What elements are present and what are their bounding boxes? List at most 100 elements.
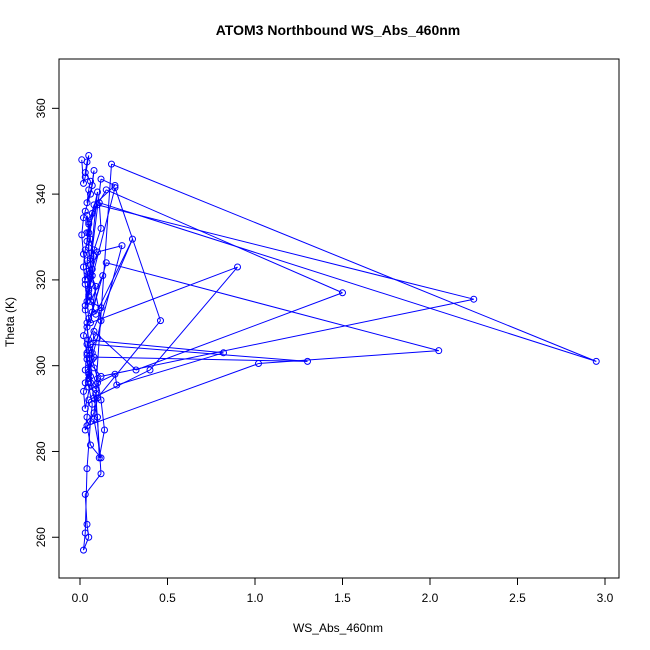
data-point	[97, 372, 105, 380]
data-point	[118, 242, 126, 250]
data-point	[97, 396, 105, 404]
data-point	[83, 158, 91, 166]
data-point	[97, 224, 105, 232]
data-point	[85, 360, 93, 368]
x-tick-label: 0.0	[72, 591, 89, 605]
y-axis-label: Theta (K)	[3, 297, 17, 347]
data-point	[81, 169, 89, 177]
data-point	[85, 287, 93, 295]
data-point	[83, 351, 91, 359]
series-line-segment	[90, 343, 308, 362]
series-line-segment	[88, 339, 224, 354]
data-point	[85, 347, 93, 355]
data-point	[90, 394, 98, 402]
series-line-segment	[86, 421, 91, 469]
data-point	[592, 357, 600, 365]
series-line-segment	[84, 473, 102, 495]
data-point	[88, 272, 96, 280]
data-point	[83, 520, 91, 528]
data-point	[80, 332, 87, 340]
series-line-segment	[95, 164, 112, 390]
y-tick-label: 280	[34, 441, 48, 461]
series-line-segment	[106, 262, 439, 352]
data-point	[83, 422, 91, 430]
data-point	[83, 212, 91, 220]
data-point	[97, 317, 105, 325]
data-point	[97, 470, 105, 478]
y-tick-label: 300	[34, 355, 48, 375]
data-point	[85, 315, 93, 322]
data-point	[81, 306, 89, 314]
data-point	[129, 235, 136, 243]
data-point	[85, 533, 93, 541]
series-line-segment	[88, 277, 91, 291]
data-point	[80, 250, 87, 258]
series-line-segment	[86, 363, 259, 427]
data-point	[92, 385, 100, 393]
data-point	[255, 360, 262, 368]
data-point	[470, 295, 478, 303]
data-point	[87, 372, 94, 380]
data-point	[94, 188, 101, 196]
data-point	[94, 394, 101, 402]
data-point	[81, 173, 89, 181]
data-point	[94, 248, 101, 256]
data-point	[94, 379, 101, 387]
data-point	[157, 317, 164, 325]
data-point	[87, 274, 94, 282]
series-line-segment	[97, 204, 474, 300]
x-axis-label: WS_Abs_460nm	[293, 621, 383, 635]
series-line-segment	[90, 300, 102, 309]
data-point	[85, 291, 93, 299]
data-point	[92, 390, 100, 398]
data-point	[83, 257, 91, 265]
series-line-segment	[97, 245, 123, 253]
y-axis: 260 280 300 320 340 360	[34, 98, 60, 547]
data-point	[80, 263, 87, 271]
series-line-segment	[93, 228, 102, 251]
data-point	[90, 252, 98, 260]
data-point	[83, 199, 91, 207]
series-line-segment	[106, 189, 343, 294]
data-point	[132, 366, 140, 374]
data-point	[146, 366, 154, 374]
data-point	[81, 379, 89, 387]
data-point	[88, 355, 96, 363]
series-line-segment	[90, 266, 238, 324]
data-point	[85, 229, 93, 237]
data-point	[80, 179, 87, 187]
data-point	[83, 340, 91, 348]
series-line-segment	[92, 307, 102, 313]
x-tick-label: 0.5	[159, 591, 176, 605]
series-line-segment	[98, 429, 105, 458]
series-line-segment	[83, 537, 90, 551]
data-point	[94, 413, 101, 421]
series-line-segment	[90, 187, 116, 285]
data-point	[81, 302, 89, 310]
data-point	[81, 366, 89, 374]
series-line-segment	[97, 320, 161, 399]
data-point	[113, 381, 121, 389]
data-point	[95, 454, 103, 462]
series-line-segment	[99, 202, 597, 362]
series-line-segment	[135, 292, 343, 371]
series-line-segment	[116, 352, 224, 386]
series-line-segment	[114, 187, 161, 321]
data-point	[85, 218, 93, 226]
series-line-segment	[258, 350, 439, 365]
data-point	[94, 201, 101, 209]
series-line-segment	[93, 331, 137, 371]
data-point	[90, 415, 98, 423]
data-point	[435, 347, 443, 355]
data-point	[90, 167, 98, 175]
data-point	[87, 441, 94, 449]
series-line-segment	[84, 161, 88, 173]
data-point	[102, 186, 110, 194]
series-line-segment	[91, 189, 107, 214]
x-tick-label: 1.0	[247, 591, 264, 605]
data-point	[87, 319, 94, 327]
series-line-segment	[93, 356, 308, 362]
data-point	[88, 182, 96, 190]
